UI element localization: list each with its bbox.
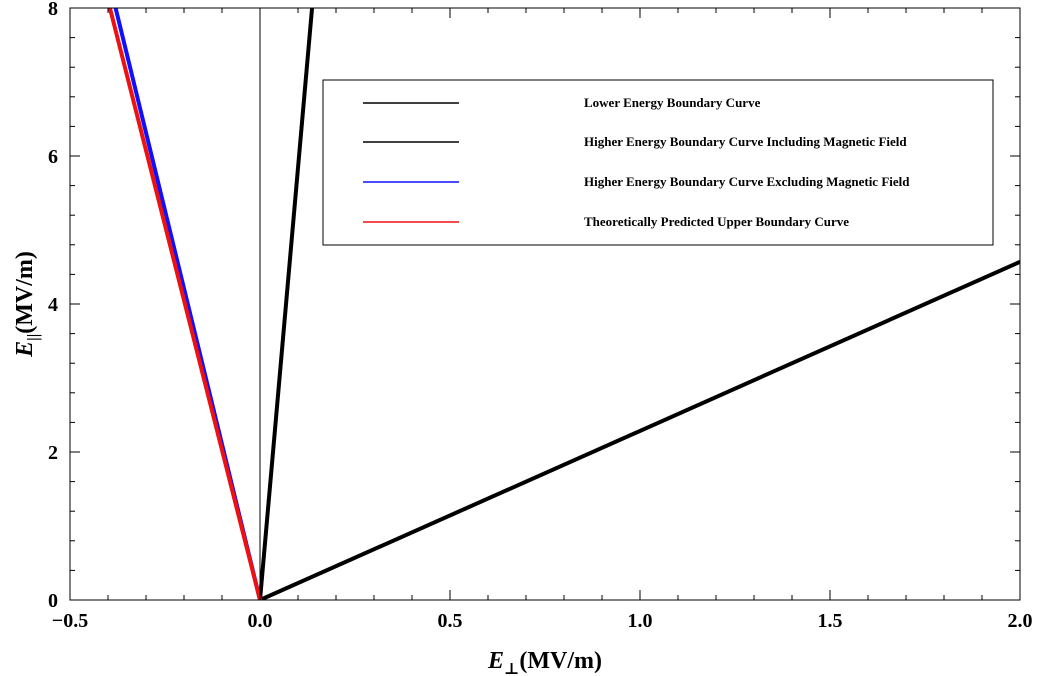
y-tick-label: 8	[48, 0, 58, 20]
legend: Lower Energy Boundary Curve Higher Energy…	[322, 79, 994, 246]
y-axis-label: E||(MV/m)	[12, 251, 42, 358]
plot-area	[107, 8, 1020, 600]
legend-box	[322, 79, 994, 246]
y-tick-label: 0	[48, 590, 58, 612]
axis-ticks	[69, 7, 1021, 601]
x-tick-label: 0.0	[248, 610, 273, 632]
legend-label: Lower Energy Boundary Curve	[584, 95, 761, 110]
axis-tick-labels: −0.5 0.0 0.5 1.0 1.5 2.0 0 2 4 6 8	[48, 0, 1033, 632]
series-1-line-0	[258, 8, 315, 600]
series-1-line-1	[259, 259, 1020, 600]
y-tick-label: 2	[48, 442, 58, 464]
x-tick-label: 2.0	[1008, 610, 1033, 632]
legend-label: Higher Energy Boundary Curve Excluding M…	[584, 174, 910, 189]
y-axis-unit: (MV/m)	[12, 251, 38, 334]
y-axis-subscript: ||	[25, 334, 42, 341]
x-tick-label: 0.5	[438, 610, 463, 632]
x-axis-symbol: E	[487, 648, 504, 674]
y-axis-symbol: E	[12, 341, 38, 358]
series-3-line	[107, 8, 262, 600]
x-tick-label: −0.5	[52, 610, 88, 632]
y-tick-label: 6	[48, 146, 58, 168]
x-tick-label: 1.0	[628, 610, 653, 632]
x-axis-label: E⊥(MV/m)	[487, 648, 602, 676]
x-axis-unit: (MV/m)	[519, 648, 602, 674]
y-tick-label: 4	[48, 294, 58, 316]
legend-label: Theoretically Predicted Upper Boundary C…	[584, 214, 849, 229]
legend-label: Higher Energy Boundary Curve Including M…	[584, 134, 907, 149]
x-tick-label: 1.5	[818, 610, 843, 632]
x-axis-subscript: ⊥	[504, 661, 519, 676]
